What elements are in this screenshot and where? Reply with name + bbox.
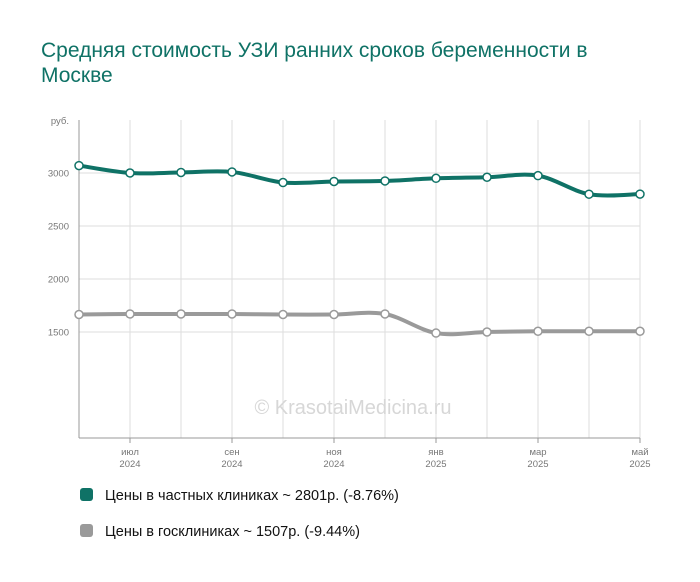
legend-item-private[interactable]: Цены в частных клиниках ~ 2801р. (-8.76%… [80,488,399,504]
data-point-0 [380,176,390,186]
y-tick-label: 3000 [48,169,69,180]
x-tick-label-year: 2024 [119,459,140,470]
data-point-1 [380,309,390,319]
data-point-0 [533,170,543,181]
x-tick-label-month: мар [529,447,546,458]
data-point-0 [482,172,492,182]
data-point-1 [533,326,543,337]
y-tick-label: 2000 [48,275,69,286]
x-tick-label-month: ноя [326,447,342,458]
legend-label-public: Цены в госклиниках ~ 1507р. (-9.44%) [105,524,360,540]
data-point-1 [329,309,339,320]
x-tick-label-year: 2025 [527,459,548,470]
y-tick-label: 1500 [48,328,69,339]
data-point-0 [584,189,594,199]
data-point-1 [635,326,645,337]
x-tick-label-year: 2025 [629,459,650,470]
chart-title: Средняя стоимость УЗИ ранних сроков бере… [41,39,588,87]
x-tick-label-month: июл [121,447,139,458]
x-tick-label-year: 2024 [221,459,242,470]
data-point-0 [125,168,135,178]
data-point-0 [278,177,288,188]
data-point-1 [278,309,288,320]
y-tick-label: 2500 [48,222,69,233]
data-point-0 [329,176,339,187]
data-point-0 [74,160,84,171]
data-point-1 [176,309,186,319]
x-tick-label-month: янв [428,447,443,458]
x-tick-label-month: май [631,447,648,458]
data-point-1 [74,309,84,320]
x-tick-label-month: сен [224,447,239,458]
data-point-1 [227,309,237,319]
data-point-1 [125,309,135,319]
data-point-0 [227,167,237,177]
legend-swatch-public [80,524,93,537]
legend-item-public[interactable]: Цены в госклиниках ~ 1507р. (-9.44%) [80,524,360,540]
data-point-0 [635,189,645,199]
data-point-1 [482,327,492,337]
data-point-1 [584,326,594,337]
x-tick-label-year: 2024 [323,459,344,470]
series-line-1 [77,310,642,337]
y-unit-label: руб. [51,116,69,127]
legend-label-private: Цены в частных клиниках ~ 2801р. (-8.76%… [105,488,399,504]
data-point-0 [176,167,186,178]
legend-swatch-private [80,488,93,501]
data-point-0 [431,173,441,184]
x-tick-label-year: 2025 [425,459,446,470]
watermark-text: © KrasotaiMedicina.ru [254,397,451,419]
data-point-1 [431,328,441,338]
series-line-0 [77,163,642,198]
